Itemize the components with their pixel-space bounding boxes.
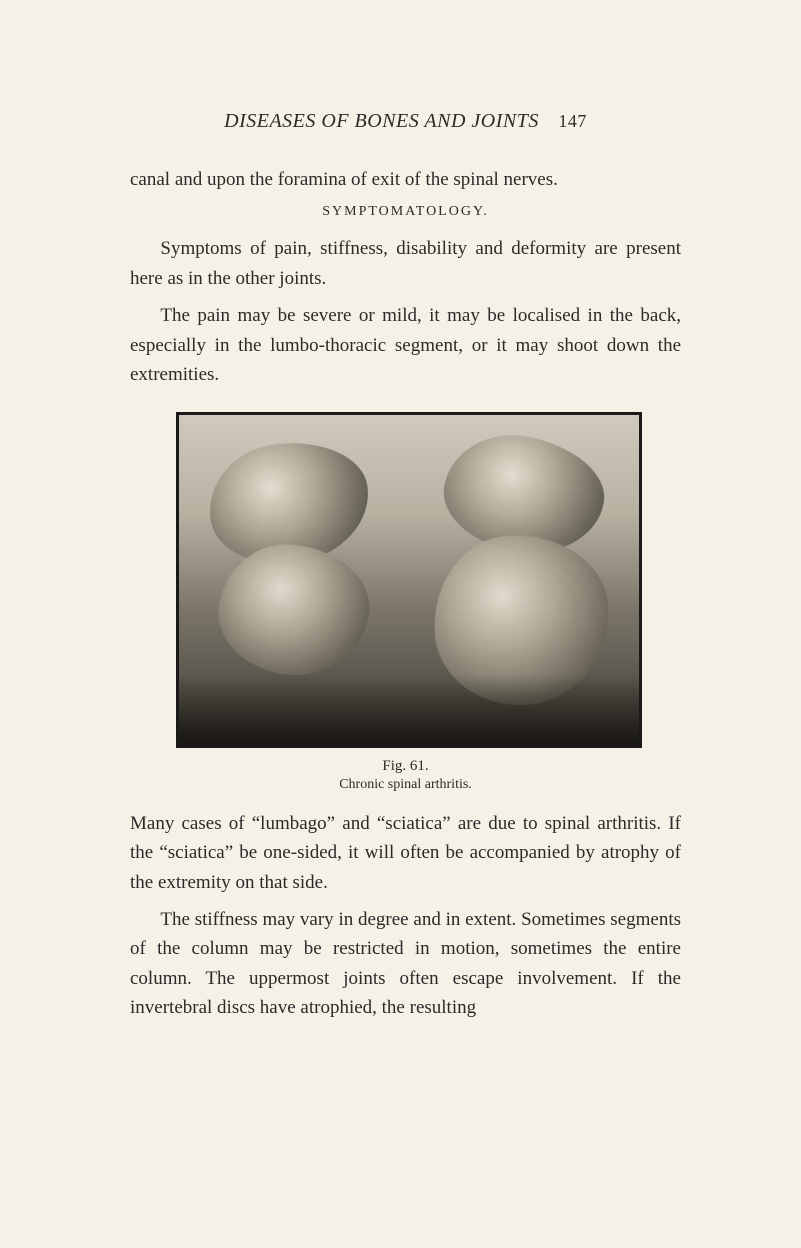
figure-caption: Chronic spinal arthritis. <box>176 777 636 793</box>
paragraph: The stiffness may vary in degree and in … <box>130 905 681 1023</box>
paragraph: Symptoms of pain, stiffness, disability … <box>130 234 681 293</box>
section-heading: SYMPTOMATOLOGY. <box>130 204 681 220</box>
figure-image <box>176 412 642 748</box>
paragraph: The pain may be severe or mild, it may b… <box>130 301 681 389</box>
figure-label: Fig. 61. <box>176 758 636 775</box>
running-head: DISEASES OF BONES AND JOINTS 147 <box>130 110 681 133</box>
figure-shadow <box>179 675 639 745</box>
figure-block: Fig. 61. Chronic spinal arthritis. <box>176 412 636 793</box>
paragraph: Many cases of “lumbago” and “sciatica” a… <box>130 809 681 897</box>
paragraph-continuation: canal and upon the foramina of exit of t… <box>130 165 681 194</box>
page-number: 147 <box>558 111 587 131</box>
running-head-title: DISEASES OF BONES AND JOINTS <box>224 110 539 132</box>
book-page: DISEASES OF BONES AND JOINTS 147 canal a… <box>0 0 801 1248</box>
specimen-shape <box>212 537 375 682</box>
